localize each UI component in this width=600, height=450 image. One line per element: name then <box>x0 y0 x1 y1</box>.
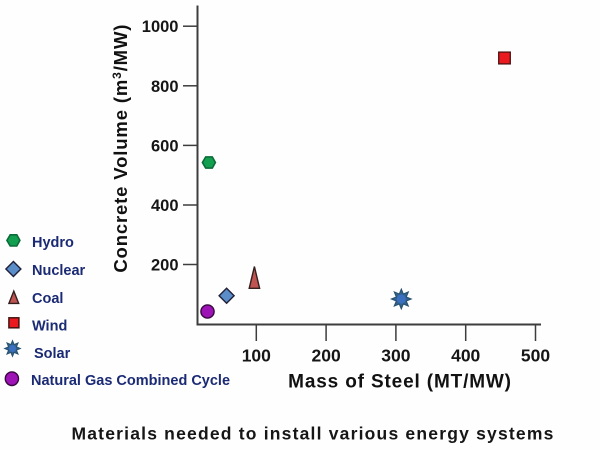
svg-text:Concrete Volume (m3/MW): Concrete Volume (m3/MW) <box>110 24 131 273</box>
svg-text:400: 400 <box>451 346 480 366</box>
svg-text:Mass of Steel (MT/MW): Mass of Steel (MT/MW) <box>288 372 512 393</box>
svg-text:Nuclear: Nuclear <box>32 263 86 279</box>
svg-text:400: 400 <box>151 197 179 215</box>
svg-text:Wind: Wind <box>32 318 67 334</box>
svg-text:500: 500 <box>521 346 550 366</box>
svg-text:600: 600 <box>151 137 179 155</box>
svg-text:800: 800 <box>151 78 179 96</box>
svg-text:Natural Gas Combined Cycle: Natural Gas Combined Cycle <box>31 373 230 389</box>
svg-text:Solar: Solar <box>34 346 71 362</box>
svg-text:200: 200 <box>311 346 340 366</box>
svg-text:Coal: Coal <box>32 291 63 307</box>
svg-text:Hydro: Hydro <box>32 235 74 251</box>
svg-text:300: 300 <box>381 346 410 366</box>
svg-text:100: 100 <box>242 346 271 366</box>
svg-text:Materials needed to install va: Materials needed to install various ener… <box>71 424 554 444</box>
svg-text:200: 200 <box>151 257 179 275</box>
svg-text:1000: 1000 <box>142 18 179 36</box>
